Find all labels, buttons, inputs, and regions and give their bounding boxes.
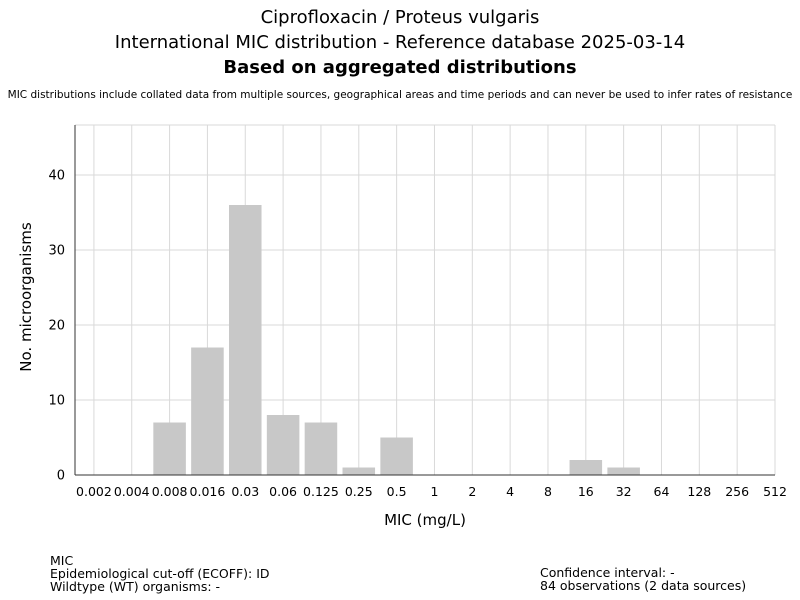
footer-left: MIC Epidemiological cut-off (ECOFF): ID … [50,554,270,593]
y-tick-label: 20 [48,319,65,334]
mic-bar-chart: 0 10 20 30 40 0.002 0.004 0.008 0.016 0.03 0.06 0.1… [17,124,787,529]
bar-0.06 [266,415,300,475]
x-tick-label: 8 [544,484,552,499]
x-tick-label: 512 [763,484,787,499]
x-tick-label: 16 [578,484,594,499]
y-tick-label: 40 [48,169,65,184]
disclaimer-text: MIC distributions include collated data … [7,89,793,101]
y-tick-label: 30 [48,244,65,259]
x-tick-label: 0.03 [231,484,259,499]
footer-right: Confidence interval: - 84 observations (… [540,566,746,592]
bar-0.125 [304,422,338,475]
footer-mic-label: MIC [50,553,74,568]
bar-0.25 [342,467,376,475]
y-axis-title: No. microorganisms [17,222,35,372]
x-tick-label: 128 [687,484,711,499]
x-tick-label: 1 [430,484,438,499]
bar-16 [569,460,603,475]
chart-title-aggregation: Based on aggregated distributions [223,57,577,78]
x-tick-label: 0.5 [387,484,407,499]
footer-wildtype: Wildtype (WT) organisms: - [50,579,221,594]
x-tick-label: 0.004 [114,484,150,499]
x-tick-label: 32 [616,484,632,499]
x-tick-label: 256 [725,484,749,499]
x-tick-label: 4 [506,484,514,499]
x-tick-label: 0.06 [269,484,297,499]
bar-0.5 [380,437,413,475]
footer-confidence: Confidence interval: - [540,565,675,580]
x-tick-label: 0.002 [76,484,112,499]
x-tick-label: 2 [468,484,476,499]
chart-title-drug-organism: Ciprofloxacin / Proteus vulgaris [260,7,540,28]
bar-32 [607,467,640,475]
chart-title-database: International MIC distribution - Referen… [114,32,686,53]
bar-0.016 [191,347,224,475]
footer-observations: 84 observations (2 data sources) [540,578,747,593]
x-tick-label: 0.016 [190,484,226,499]
x-tick-label: 0.125 [303,484,339,499]
x-tick-label: 0.008 [152,484,188,499]
bar-0.008 [153,422,186,475]
x-tick-label: 64 [654,484,670,499]
bar-0.03 [229,205,262,475]
x-axis-title: MIC (mg/L) [384,511,466,529]
y-tick-label: 10 [48,394,65,409]
x-tick-label: 0.25 [345,484,373,499]
y-tick-label: 0 [57,469,65,484]
footer-ecoff: Epidemiological cut-off (ECOFF): ID [50,566,270,581]
